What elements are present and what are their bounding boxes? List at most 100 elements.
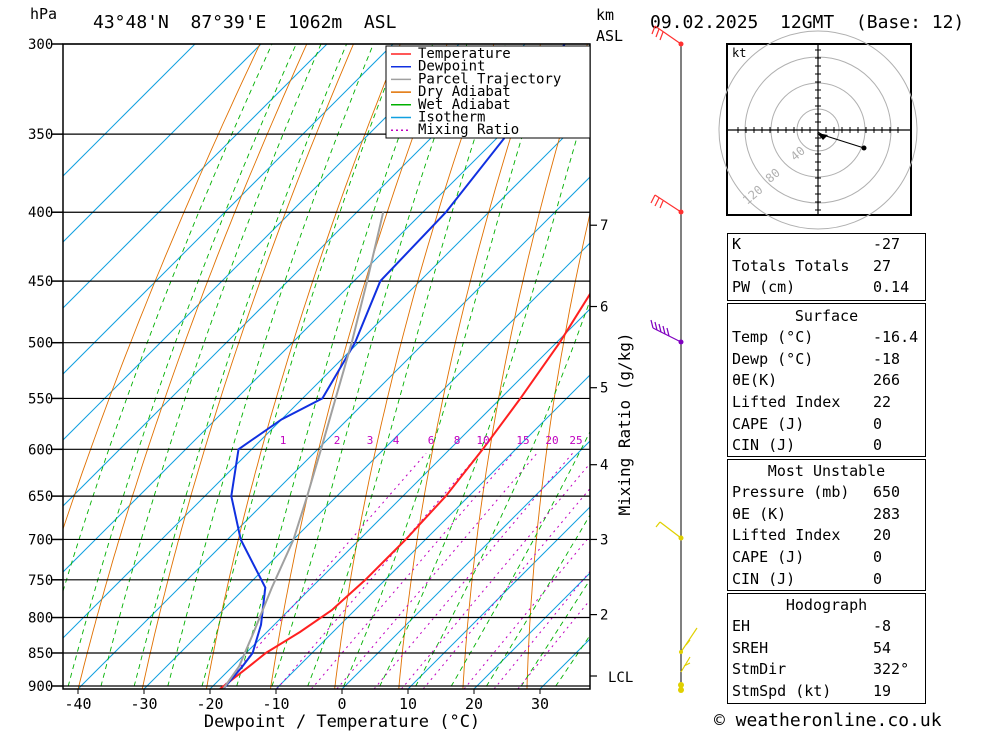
index-row: θE (K) 283: [728, 504, 925, 526]
mixing-ratio-line: [276, 452, 480, 689]
y-tick-label: 850: [28, 646, 53, 662]
mixing-ratio-tick-label: 8: [454, 434, 461, 447]
index-value: -18: [873, 349, 901, 368]
isotherm-line: [63, 44, 328, 309]
dewpoint-line: [222, 44, 566, 689]
wet-adiabat-line: [307, 44, 507, 687]
km-tick-label: 6: [600, 300, 608, 316]
y-tick-label: 450: [28, 274, 53, 290]
x-tick-label: 20: [465, 695, 483, 713]
hodograph: kt 40 80 120: [718, 30, 918, 230]
dry-adiabat-line: [654, 44, 728, 689]
y-tick-label: 500: [28, 336, 53, 352]
wet-adiabat-line: [236, 44, 434, 687]
km-unit-label: km: [596, 6, 615, 24]
wet-adiabat-line: [379, 90, 590, 687]
index-label: CIN (J): [732, 436, 796, 455]
mixing-ratio-tick-label: 25: [569, 434, 582, 447]
datetime-title: 09.02.2025 12GMT (Base: 12): [650, 12, 965, 33]
index-value: 0: [873, 569, 883, 588]
credit-text: © weatheronline.co.uk: [714, 710, 942, 731]
index-row: CIN (J) 0: [728, 435, 925, 457]
dry-adiabat-line: [996, 44, 1000, 689]
y-tick-label: 650: [28, 489, 53, 505]
y-tick-label: 750: [28, 573, 53, 589]
wet-adiabat-line: [201, 44, 403, 687]
mixing-ratio-tick-label: 2: [334, 434, 341, 447]
index-label: StmDir: [732, 660, 787, 679]
plot-frame: [62, 43, 591, 690]
isotherm-line: [143, 242, 590, 689]
index-row: θE(K) 266: [728, 370, 925, 392]
index-row: CAPE (J) 0: [728, 414, 925, 436]
asl-unit-label: ASL: [596, 27, 624, 45]
isotherm-line: [77, 176, 590, 689]
index-label: Temp (°C): [732, 328, 814, 346]
dry-adiabat-line: [77, 44, 308, 689]
index-value: 0: [873, 414, 883, 433]
y-tick-label: 550: [28, 391, 53, 407]
wet-adiabat-line: [67, 44, 297, 687]
hodograph-unit: kt: [732, 46, 746, 60]
mixing-ratio-line: [517, 599, 590, 689]
wind-barb-300: [651, 25, 684, 47]
index-row: Lifted Index 22: [728, 392, 925, 414]
lcl-label: LCL: [608, 670, 633, 686]
mixing-ratio-axis-title: Mixing Ratio (g/kg): [615, 332, 634, 515]
dry-adiabat-line: [334, 44, 495, 689]
index-row: CAPE (J) 0: [728, 547, 925, 569]
isotherm-line: [209, 308, 590, 689]
x-tick-label: -40: [64, 695, 91, 713]
wet-adiabat-line: [133, 44, 348, 687]
temperature-line: [219, 292, 590, 689]
mixing-ratio-line: [463, 535, 590, 689]
index-value: 22: [873, 393, 892, 412]
index-row: Pressure (mb) 650: [728, 482, 925, 504]
index-label: CAPE (J): [732, 414, 805, 433]
location-title: 43°48'N 87°39'E 1062m ASL: [93, 12, 397, 33]
legend-item-label: Dewpoint: [418, 59, 485, 75]
legend-item-label: Parcel Trajectory: [418, 71, 561, 87]
index-value: 54: [873, 638, 892, 657]
x-tick-label: 10: [399, 695, 417, 713]
km-tick-label: 5: [600, 381, 608, 397]
index-label: EH: [732, 617, 751, 635]
isotherm-line: [63, 110, 590, 639]
wind-barb-850: [679, 627, 698, 654]
x-tick-label: 30: [531, 695, 549, 713]
isotherm-line: [275, 374, 590, 689]
isotherm-line: [63, 44, 590, 573]
index-row: Totals Totals 27: [728, 256, 925, 278]
y-tick-label: 300: [28, 37, 53, 53]
index-value: -8: [873, 617, 892, 635]
index-value: 322°: [873, 660, 910, 679]
dry-adiabat-line: [462, 44, 588, 689]
mixing-ratio-tick-label: 20: [545, 434, 558, 447]
index-row: EH -8: [728, 616, 925, 638]
index-label: CIN (J): [732, 569, 796, 588]
index-label: θE(K): [732, 371, 778, 390]
mixing-ratio-line: [311, 452, 514, 689]
km-tick-label: 7: [600, 218, 608, 234]
wind-barb-500: [650, 319, 684, 345]
km-tick-label: 4: [600, 458, 608, 474]
most-unstable-title: Most Unstable: [767, 462, 886, 480]
surface-panel: Surface Temp (°C) -16.4 Dewp (°C) -18 θE(K) 2…: [727, 303, 926, 457]
dry-adiabat-line: [205, 44, 401, 689]
isotherm-line: [63, 44, 526, 507]
index-label: Pressure (mb): [732, 483, 850, 501]
index-value: 650: [873, 483, 901, 501]
mixing-ratio-tick-label: 4: [393, 434, 400, 447]
dry-adiabat-line: [943, 44, 976, 689]
index-label: StmSpd (kt): [732, 682, 832, 701]
mixing-ratio-tick-label: 3: [367, 434, 374, 447]
wind-barb-700: [655, 521, 684, 541]
index-row: Dewp (°C) -18: [728, 349, 925, 371]
x-axis-title: Dewpoint / Temperature (°C): [204, 712, 480, 732]
index-label: PW (cm): [732, 278, 796, 297]
index-label: K: [732, 235, 742, 253]
y-tick-label: 800: [28, 611, 53, 627]
mixing-ratio-tick-label: 15: [516, 434, 529, 447]
legend-item-label: Temperature: [418, 46, 511, 62]
index-value: -27: [873, 235, 901, 253]
